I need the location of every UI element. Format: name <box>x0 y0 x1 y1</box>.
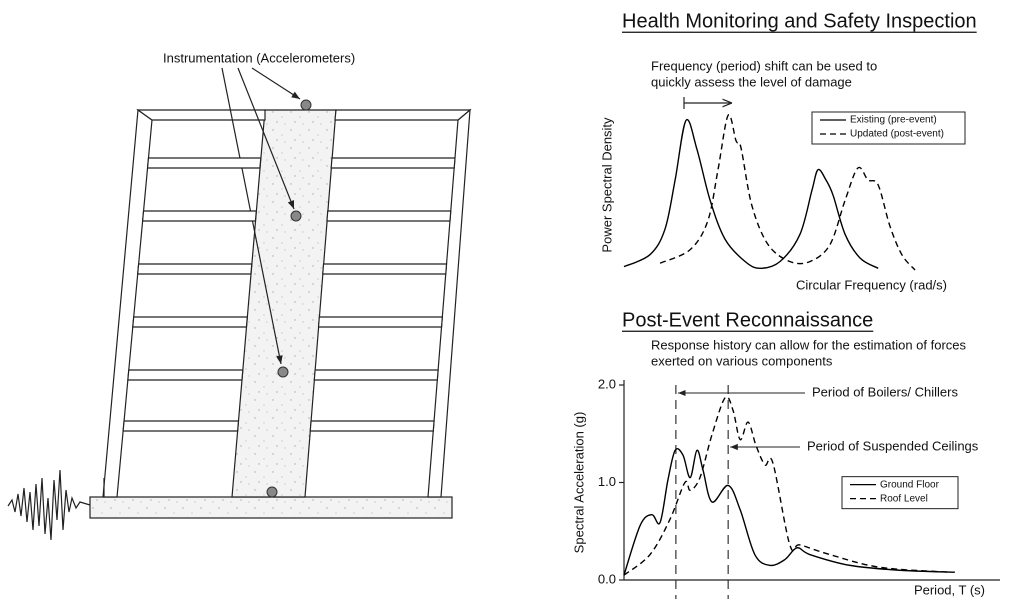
annotation: quickly assess the level of damage <box>651 74 852 89</box>
chart-title: Post-Event Reconnaissance <box>622 309 873 331</box>
series-line <box>623 396 951 576</box>
y-axis-label: Spectral Acceleration (g) <box>571 412 586 554</box>
floor-beam <box>330 157 456 169</box>
floor-beam <box>122 420 240 432</box>
floor-beam <box>313 369 439 381</box>
floor-beam <box>317 316 443 328</box>
y-tick-label: 1.0 <box>598 474 616 489</box>
series-line <box>659 114 916 271</box>
floor-beam <box>146 157 262 169</box>
ground-motion <box>7 469 91 541</box>
legend-label: Ground Floor <box>880 479 940 490</box>
roof-beam <box>136 109 266 121</box>
instrument-label: Instrumentation (Accelerometers) <box>163 50 355 65</box>
base-slab <box>89 496 453 519</box>
accelerometer <box>277 366 289 378</box>
series-line <box>623 118 879 270</box>
floor-beam <box>132 316 248 328</box>
accelerometer <box>266 486 278 498</box>
roof-beam <box>334 109 472 121</box>
accelerometer <box>290 210 302 222</box>
floor-beam <box>141 210 257 222</box>
legend-label: Updated (post-event) <box>850 129 944 140</box>
accelerometer <box>300 99 312 111</box>
y-axis-label: Power Spectral Density <box>599 117 614 253</box>
legend-box <box>811 111 966 145</box>
y-tick-label: 2.0 <box>598 376 616 391</box>
legend-box <box>841 476 959 510</box>
left-column <box>102 108 153 498</box>
floor-beam <box>322 263 448 275</box>
y-tick-label: 0.0 <box>598 571 616 586</box>
x-axis-label: Circular Frequency (rad/s) <box>796 277 947 292</box>
x-axis-label: Period, T (s) <box>914 582 985 597</box>
pointer-arrow <box>237 67 295 210</box>
annotation: Frequency (period) shift can be used to <box>651 58 877 73</box>
series-line <box>623 448 955 576</box>
marker-label: Period of Suspended Ceilings <box>807 438 979 453</box>
pointer-arrow <box>251 67 301 100</box>
building: Instrumentation (Accelerometers) <box>7 50 472 541</box>
legend-label: Roof Level <box>880 493 928 504</box>
annotation: Response history can allow for the estim… <box>651 337 967 352</box>
floor-beam <box>137 263 253 275</box>
legend-label: Existing (pre-event) <box>850 115 937 126</box>
floor-beam <box>326 210 452 222</box>
annotation: exerted on various components <box>651 353 833 368</box>
floor-beam <box>127 369 244 381</box>
chart-title: Health Monitoring and Safety Inspection <box>622 10 977 32</box>
marker-label: Period of Boilers/ Chillers <box>812 384 958 399</box>
floor-beam <box>309 420 435 432</box>
